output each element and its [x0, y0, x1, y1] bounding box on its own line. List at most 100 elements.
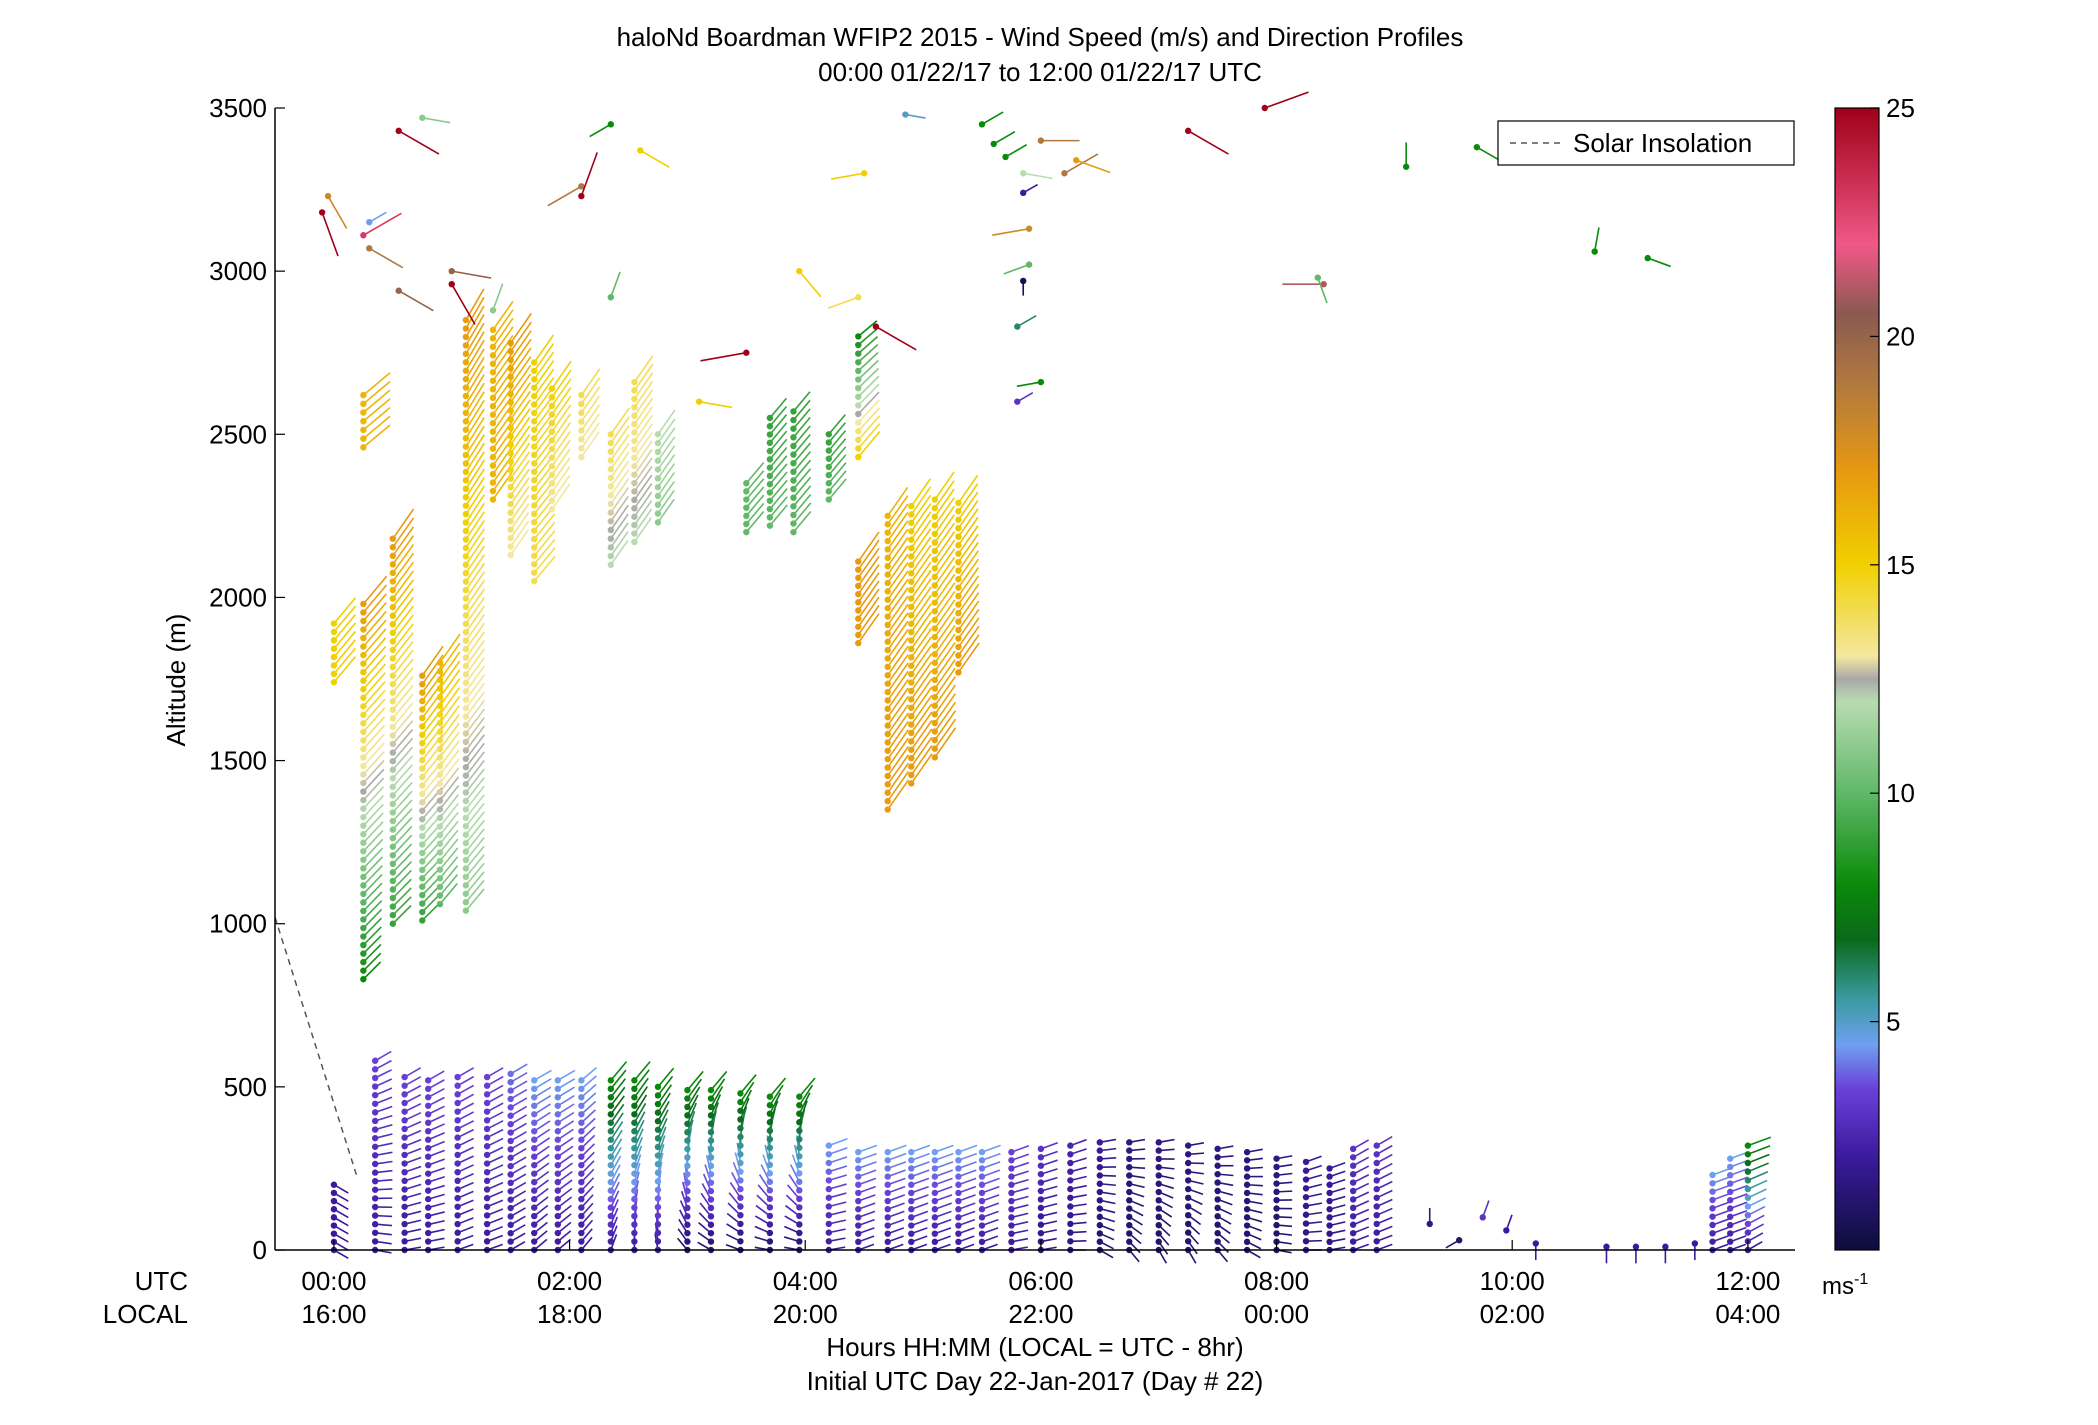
wind-barb	[910, 569, 932, 599]
wind-barb	[910, 619, 932, 650]
wind-barb-dot	[955, 542, 962, 549]
wind-barb	[465, 348, 485, 380]
wind-barb-dot	[531, 1195, 538, 1203]
wind-barb-dot	[1214, 1213, 1221, 1220]
wind-barb	[857, 320, 878, 338]
wind-barb	[465, 674, 485, 701]
wind-barb-dot	[389, 834, 397, 842]
wind-barb-dot	[1184, 1203, 1192, 1210]
wind-barb-dot	[401, 1194, 408, 1202]
wind-barb-dot	[436, 883, 444, 891]
wind-barb	[362, 610, 387, 639]
wind-barb-dot	[578, 1144, 585, 1152]
wind-barb-dot	[684, 1187, 691, 1195]
wind-barb	[887, 670, 909, 701]
wind-barb-dot	[1155, 1213, 1162, 1221]
wind-barb-dot	[908, 570, 915, 577]
wind-barb	[362, 389, 391, 414]
wind-barb	[769, 1077, 787, 1098]
wind-barb-dot	[489, 386, 497, 393]
wind-barb-dot	[507, 390, 514, 398]
wind-barb	[732, 1162, 742, 1181]
wind-barb-dot	[360, 617, 367, 625]
wind-barb	[327, 195, 348, 229]
wind-barb-dot	[389, 680, 397, 688]
wind-barb	[610, 513, 629, 540]
wind-barb-dot	[436, 892, 444, 899]
wind-barb-dot	[531, 1153, 538, 1160]
wind-barb-dot	[531, 1119, 538, 1126]
wind-barb-dot	[1037, 1145, 1045, 1153]
wind-barb-dot	[462, 401, 470, 408]
wind-barb-dot	[978, 1230, 986, 1237]
wind-barb	[392, 588, 414, 617]
wind-barb-dot	[825, 439, 832, 446]
wind-barb-dot	[554, 1229, 561, 1237]
wind-barb	[392, 896, 412, 916]
wind-barb	[392, 729, 414, 754]
wind-barb-dot	[796, 267, 803, 275]
wind-barb	[439, 749, 460, 776]
wind-barb-dot	[766, 1212, 774, 1220]
wind-barb-dot	[424, 1119, 432, 1126]
wind-barb	[857, 343, 879, 363]
wind-barb-dot	[462, 612, 470, 619]
wind-barb-dot	[462, 510, 470, 518]
wind-barb-dot	[1037, 1204, 1045, 1212]
wind-barb	[533, 1103, 551, 1115]
wind-barb-dot	[931, 1181, 939, 1188]
wind-barb-dot	[884, 554, 891, 562]
wind-barb-dot	[1067, 1185, 1074, 1193]
wind-barb	[887, 570, 909, 601]
wind-barb-dot	[531, 376, 538, 383]
wind-barb-dot	[462, 772, 470, 779]
wind-barb	[857, 588, 880, 620]
wind-barb-dot	[578, 1178, 585, 1186]
wind-barb	[686, 1111, 696, 1133]
wind-barb	[934, 727, 957, 758]
wind-barb-dot	[737, 1116, 744, 1123]
wind-barb-dot	[931, 1165, 939, 1172]
wind-barb-dot	[1214, 1204, 1221, 1212]
wind-barb-dot	[855, 1238, 862, 1246]
wind-barb	[551, 483, 571, 510]
wind-barb-dot	[931, 547, 939, 555]
wind-barb-dot	[436, 762, 444, 770]
wind-barb	[686, 1094, 699, 1116]
wind-barb	[465, 528, 485, 557]
wind-barb-dot	[607, 552, 615, 560]
wind-barb-dot	[436, 771, 444, 778]
x-axis-label: Hours HH:MM (LOCAL = UTC - 8hr)	[826, 1332, 1243, 1362]
wind-barb-dot	[462, 755, 470, 763]
wind-barb-dot	[955, 1197, 962, 1205]
wind-barb	[633, 1145, 643, 1166]
wind-barb-dot	[908, 1189, 915, 1197]
wind-barb-dot	[330, 628, 338, 636]
wind-barb	[362, 935, 382, 955]
wind-barb	[510, 477, 530, 505]
wind-barb-dot	[955, 516, 962, 523]
wind-barb-dot	[389, 800, 397, 808]
wind-barb-dot	[436, 754, 444, 761]
wind-barb-dot	[489, 326, 497, 334]
wind-barb	[421, 645, 444, 677]
wind-barb-dot	[548, 385, 556, 392]
wind-barb	[887, 528, 909, 559]
wind-barb	[392, 808, 413, 831]
wind-barb-dot	[507, 1179, 514, 1187]
wind-barb	[957, 634, 980, 665]
wind-barb	[992, 227, 1030, 237]
wind-barb-dot	[955, 508, 962, 515]
wind-barb	[465, 682, 485, 709]
wind-barb-dot	[389, 586, 397, 594]
wind-barb	[510, 485, 530, 514]
wind-barb-dot	[631, 1212, 638, 1220]
wind-barb-dot	[366, 245, 373, 252]
wind-barb-dot	[766, 464, 774, 471]
wind-barb-dot	[578, 1085, 585, 1093]
wind-barb-dot	[578, 1102, 585, 1109]
wind-barb-dot	[631, 1153, 638, 1160]
wind-barb-dot	[371, 1177, 379, 1185]
wind-barb	[392, 773, 413, 796]
wind-barb	[362, 602, 387, 631]
